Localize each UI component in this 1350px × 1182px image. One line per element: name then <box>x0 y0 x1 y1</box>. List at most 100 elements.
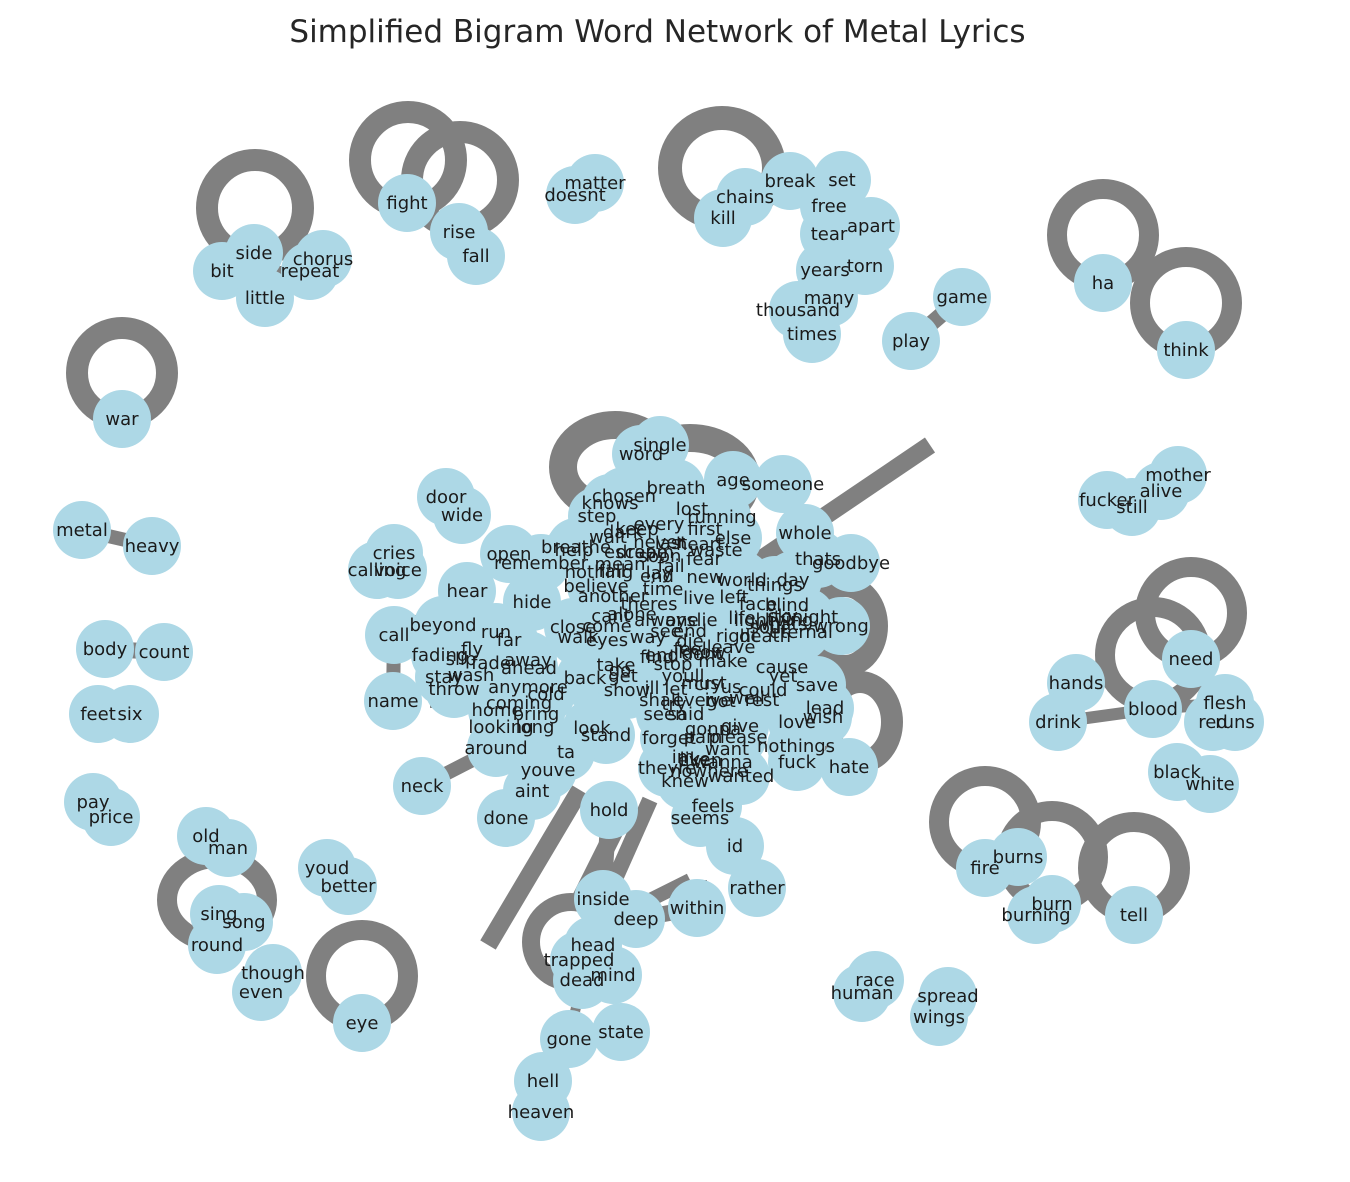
node-label-feel: feel <box>673 639 707 660</box>
node-label-hold: hold <box>590 800 629 821</box>
node-label-got: got <box>706 691 736 712</box>
node-label-man: man <box>208 838 248 859</box>
node-label-runs: runs <box>1215 712 1255 733</box>
node-always <box>636 591 694 649</box>
node-label-pain: pain <box>684 727 723 748</box>
node-label-said: said <box>668 704 705 725</box>
node-label-waste: waste <box>689 540 742 561</box>
node-label-round: round <box>191 935 243 956</box>
node-label-end3: end <box>645 645 679 666</box>
node-label-thousand: thousand <box>756 300 840 321</box>
node-burning <box>1007 886 1065 944</box>
node-label-life: life <box>728 608 755 629</box>
node-label-open: open <box>487 544 532 565</box>
node-label-spread: spread <box>917 986 978 1007</box>
node-label-tear: tear <box>811 224 848 245</box>
node-label-apart: apart <box>847 216 895 237</box>
node-heaven <box>512 1083 570 1141</box>
node-lay <box>630 544 688 602</box>
node-label-lost: lost <box>676 499 708 520</box>
node-label-fly: fly <box>461 639 483 660</box>
node-label-cries: cries <box>373 543 416 564</box>
node-little <box>236 269 294 327</box>
node-label-away: away <box>504 650 552 671</box>
node-label-rise: rise <box>443 222 476 243</box>
node-label-feet: feet <box>80 704 116 725</box>
node-label-dont: dont <box>682 644 723 665</box>
node-label-ahead: ahead <box>501 658 557 679</box>
node-label-flesh: flesh <box>1203 693 1246 714</box>
node-label-little: little <box>245 288 285 309</box>
node-label-theyre: theyre <box>638 758 696 779</box>
node-label-pay: pay <box>76 792 109 813</box>
node-dead <box>553 951 611 1009</box>
node-label-name: name <box>367 691 418 712</box>
node-war <box>93 390 151 448</box>
node-label-chorus: chorus <box>293 249 354 270</box>
node-label-black: black <box>1153 762 1201 783</box>
node-label-world: world <box>717 570 767 591</box>
node-label-hate: hate <box>829 757 870 778</box>
node-label-play: play <box>892 331 930 352</box>
node-voice <box>369 541 427 599</box>
node-body <box>76 620 134 678</box>
node-label-side: side <box>236 243 273 264</box>
node-label-theres: theres <box>621 594 678 615</box>
node-label-gonna: gonna <box>685 719 741 740</box>
node-label-burning: burning <box>1001 905 1070 926</box>
node-label-remember: remember <box>494 553 589 574</box>
node-label-hear: hear <box>447 581 489 602</box>
node-round <box>188 916 246 974</box>
node-label-fall: fall <box>462 246 489 267</box>
node-label-fuck: fuck <box>778 752 817 773</box>
node-label-first: first <box>687 519 722 540</box>
node-label-cant: cant <box>591 606 630 627</box>
node-label-war: war <box>105 409 139 430</box>
node-label-coming: coming <box>486 693 552 714</box>
node-label-around: around <box>464 738 527 759</box>
node-label-tonight: tonight <box>774 607 838 628</box>
node-man <box>199 819 257 877</box>
node-label-goodbye: goodbye <box>812 553 890 574</box>
node-label-ill: ill <box>644 678 659 699</box>
node-label-better: better <box>320 876 376 897</box>
node-runs <box>1206 693 1264 751</box>
node-label-cause: cause <box>756 657 809 678</box>
node-label-years: years <box>800 260 850 281</box>
node-label-face: face <box>739 594 777 615</box>
node-label-get: get <box>608 666 638 687</box>
node-label-breathe: breathe <box>541 537 611 558</box>
node-label-see: see <box>650 621 682 642</box>
node-label-think: think <box>1163 340 1209 361</box>
node-label-call: call <box>379 625 410 646</box>
node-label-nothings: nothings <box>757 736 835 757</box>
chart-title: Simplified Bigram Word Network of Metal … <box>289 14 1026 50</box>
node-label-ever: ever <box>673 690 714 711</box>
node-label-throw: throw <box>428 679 479 700</box>
node-label-thats: thats <box>795 549 841 570</box>
node-eye <box>333 994 391 1052</box>
node-fight <box>378 174 436 232</box>
node-label-step: step <box>578 506 617 527</box>
node-label-yet: yet <box>769 666 798 687</box>
node-label-fading: fading <box>412 645 469 666</box>
node-label-come: come <box>582 616 632 637</box>
node-label-body: body <box>83 639 128 660</box>
node-neck <box>393 757 451 815</box>
node-label-inside: inside <box>576 889 629 910</box>
node-label-done: done <box>484 808 529 829</box>
node-label-time: time <box>643 579 684 600</box>
node-label-cold: cold <box>527 684 564 705</box>
node-label-six: six <box>117 704 142 725</box>
node-label-walk: walk <box>557 627 599 648</box>
node-label-always: always <box>634 610 696 631</box>
node-label-state: state <box>598 1022 644 1043</box>
node-label-else: else <box>715 528 752 549</box>
node-label-human: human <box>831 983 894 1004</box>
node-call <box>365 606 423 664</box>
node-label-still: still <box>1116 497 1147 518</box>
node-label-die: die <box>676 631 704 652</box>
node-label-fall2: fall <box>598 561 625 582</box>
node-label-back: back <box>564 668 607 689</box>
node-label-knew: knew <box>661 771 709 792</box>
